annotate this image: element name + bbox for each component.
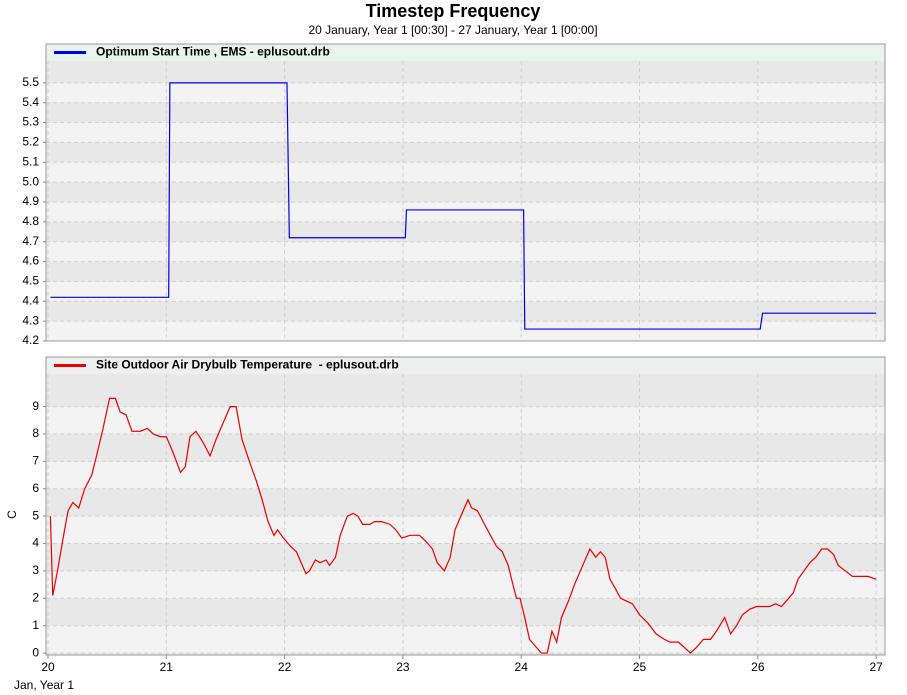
x-tick-label: 27	[869, 660, 883, 674]
y-tick-label: 5.0	[22, 174, 39, 188]
y-tick-label: 2	[32, 590, 39, 604]
y-tick-label: 4.9	[22, 194, 39, 208]
x-tick-label: 25	[633, 660, 647, 674]
y-tick-label: 5.5	[22, 75, 39, 89]
y-tick-label: 4.4	[22, 293, 39, 307]
legend-strip	[46, 44, 885, 61]
line	[49, 397, 877, 654]
legend-label: Optimum Start Time , EMS - eplusout.drb	[96, 45, 330, 59]
y-tick-label: 4.2	[22, 333, 39, 347]
x-tick-label: 20	[41, 660, 55, 674]
y-tick-label: 4.3	[22, 313, 39, 327]
y-tick-label: 5.2	[22, 135, 39, 149]
band	[46, 102, 885, 123]
y-tick-label: 9	[32, 399, 39, 413]
band	[46, 488, 885, 517]
x-tick-label: 22	[278, 660, 292, 674]
plot-frame	[45, 43, 886, 342]
band	[46, 301, 885, 322]
y-tick-label: 4	[32, 536, 39, 550]
chart-subtitle: 20 January, Year 1 [00:30] - 27 January,…	[308, 23, 597, 37]
y-tick-label: 5	[32, 508, 39, 522]
chart-title: Timestep Frequency	[366, 1, 541, 21]
y-tick-label: 4.8	[22, 214, 39, 228]
band	[46, 61, 885, 83]
y-tick-label: 4.6	[22, 254, 39, 268]
y-tick-label: 0	[32, 645, 39, 659]
plot-frame	[45, 356, 886, 656]
legend-label: Site Outdoor Air Drybulb Temperature - e…	[96, 358, 399, 372]
band	[46, 221, 885, 242]
x-axis-label: Jan, Year 1	[14, 678, 74, 692]
y-tick-label: 3	[32, 563, 39, 577]
band	[46, 653, 885, 655]
band	[46, 543, 885, 571]
band	[46, 598, 885, 626]
y-tick-label: 6	[32, 481, 39, 495]
line	[50, 82, 877, 330]
x-tick-label: 21	[160, 660, 174, 674]
legend-strip	[46, 357, 885, 374]
band	[46, 261, 885, 282]
x-tick-label: 24	[515, 660, 529, 674]
y-tick-label: 5.1	[22, 154, 39, 168]
band	[46, 142, 885, 163]
x-tick-label: 23	[396, 660, 410, 674]
band	[46, 182, 885, 202]
band	[46, 433, 885, 462]
y-axis-label: C	[5, 510, 19, 519]
y-tick-label: 8	[32, 426, 39, 440]
y-tick-label: 5.3	[22, 115, 39, 129]
y-tick-label: 7	[32, 454, 39, 468]
y-tick-label: 1	[32, 618, 39, 632]
band	[46, 374, 885, 407]
y-tick-label: 5.4	[22, 95, 39, 109]
y-tick-label: 4.7	[22, 234, 39, 248]
y-tick-label: 4.5	[22, 274, 39, 288]
x-tick-label: 26	[751, 660, 765, 674]
